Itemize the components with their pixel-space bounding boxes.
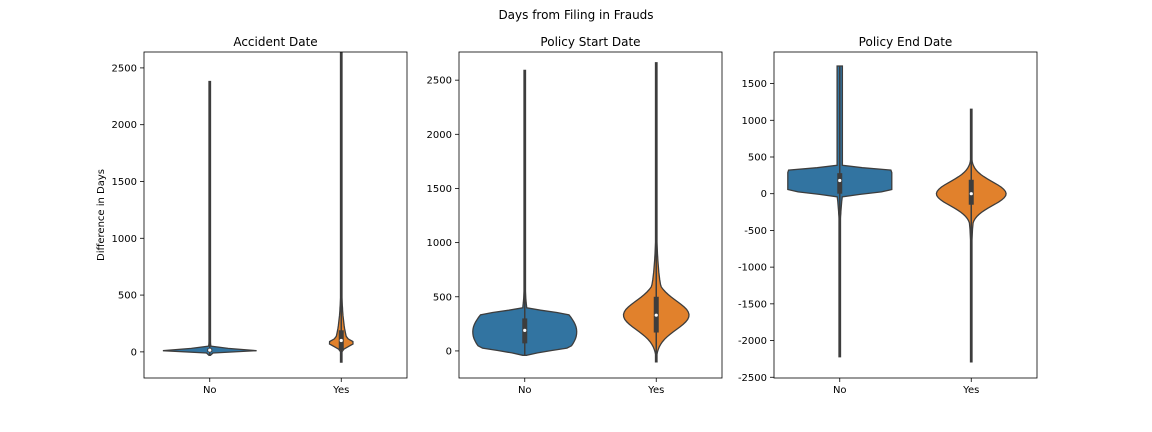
median-dot-no	[523, 328, 527, 332]
y-tick-label: 1500	[742, 79, 767, 90]
y-tick-label: 2000	[427, 130, 452, 141]
y-tick-label: 2500	[112, 63, 137, 74]
y-tick-label: 0	[131, 347, 137, 358]
median-dot-yes	[339, 338, 343, 343]
panel-1: 0 500 1000 1500 2000 2500 No Yes Accident Date Di…	[96, 35, 408, 396]
axes-frame	[458, 51, 723, 379]
panel-title: Accident Date	[233, 35, 317, 49]
y-tick-label: 0	[761, 189, 767, 200]
x-tick-label: No	[518, 385, 532, 396]
y-tick-label: 0	[446, 346, 452, 357]
y-tick-label: 2500	[427, 76, 452, 87]
figure-title: Days from Filing in Frauds	[498, 8, 653, 22]
y-tick-label: 1000	[112, 234, 137, 245]
panel-title: Policy End Date	[859, 35, 953, 49]
panels: 0 500 1000 1500 2000 2500 No Yes Accident Date Di…	[96, 35, 1038, 396]
y-tick-label: 500	[433, 292, 452, 303]
panel-2: 0 500 1000 1500 2000 2500 No Yes Policy Start Da…	[427, 35, 723, 396]
median-dot-no	[208, 348, 212, 352]
y-tick-label: -1000	[738, 263, 767, 274]
y-axis-label: Difference in Days	[96, 169, 107, 261]
y-tick-label: 1000	[427, 238, 452, 249]
axes-frame	[143, 51, 408, 379]
median-dot-no	[838, 178, 842, 183]
median-dot-yes	[654, 313, 658, 317]
y-tick-label: 500	[748, 152, 767, 163]
y-tick-label: -500	[744, 226, 767, 237]
y-tick-label: 1500	[112, 177, 137, 188]
iqr-box-no	[837, 173, 843, 194]
panel-3: -2500 -2000 -1500 -1000 -500 0 500 1000 1500 No Ye…	[738, 35, 1038, 396]
x-tick-label: Yes	[962, 385, 979, 396]
axes-frame	[773, 51, 1038, 379]
median-dot-yes	[969, 192, 973, 196]
panel-title: Policy Start Date	[540, 35, 640, 49]
x-tick-label: Yes	[647, 385, 664, 396]
y-tick-label: 2000	[112, 120, 137, 131]
x-tick-label: No	[203, 385, 217, 396]
y-tick-label: 1500	[427, 184, 452, 195]
y-tick-label: -2500	[738, 373, 767, 384]
x-tick-label: Yes	[332, 385, 349, 396]
y-tick-label: -1500	[738, 299, 767, 310]
y-tick-label: 500	[118, 291, 137, 302]
y-tick-label: -2000	[738, 336, 767, 347]
y-tick-label: 1000	[742, 116, 767, 127]
x-tick-label: No	[833, 385, 847, 396]
